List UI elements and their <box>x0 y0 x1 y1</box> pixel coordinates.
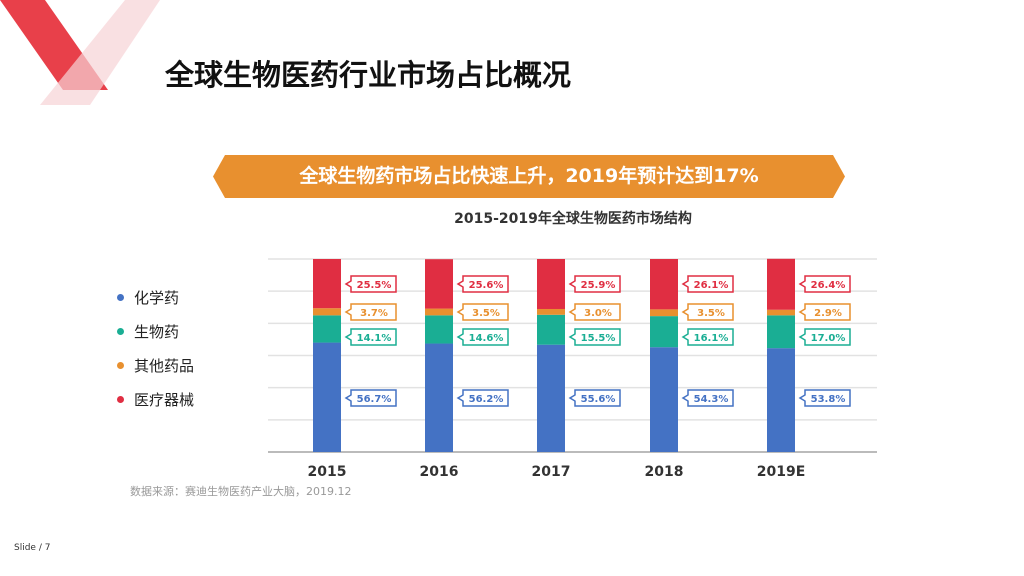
data-label: 3.7% <box>360 308 388 319</box>
x-tick-label: 2019E <box>757 464 806 480</box>
legend-label: 其他药品 <box>134 357 195 375</box>
data-label-box <box>568 389 621 407</box>
bar-segment <box>537 344 565 452</box>
data-label: 53.8% <box>811 394 846 405</box>
data-label-box <box>456 275 509 293</box>
legend-label: 生物药 <box>134 323 180 341</box>
data-label-box <box>344 275 397 293</box>
data-label-box <box>456 328 509 346</box>
bar-segment <box>650 347 678 452</box>
data-label: 14.1% <box>357 333 392 344</box>
x-tick-label: 2017 <box>532 464 571 480</box>
bar-segment <box>313 315 341 343</box>
data-label: 26.4% <box>811 280 846 291</box>
x-tick-label: 2015 <box>308 464 347 480</box>
data-label: 14.6% <box>469 333 504 344</box>
data-label: 2.9% <box>814 308 842 319</box>
decor-x-shape <box>0 0 160 105</box>
chart-title: 2015-2019年全球生物医药市场结构 <box>454 211 692 227</box>
legend-item: 化学药 <box>117 287 179 308</box>
data-label: 17.0% <box>811 333 846 344</box>
source-note: 数据来源：赛迪生物医药产业大脑，2019.12 <box>130 485 352 498</box>
data-label-box <box>798 275 851 293</box>
data-label: 15.5% <box>581 333 616 344</box>
legend-item: 其他药品 <box>117 355 194 376</box>
data-label: 3.5% <box>697 308 725 319</box>
bar-segment <box>650 259 678 310</box>
page-title: 全球生物医药行业市场占比概况 <box>165 58 572 92</box>
legend-dot <box>117 362 124 369</box>
data-label: 16.1% <box>694 333 729 344</box>
data-label: 26.1% <box>694 280 729 291</box>
bar-segment <box>537 259 565 309</box>
data-label-box <box>456 389 509 407</box>
bar-segment <box>767 309 795 316</box>
data-label: 56.2% <box>469 394 504 405</box>
legend-item: 生物药 <box>117 321 179 342</box>
data-label-box <box>798 389 851 407</box>
data-label: 25.9% <box>581 280 616 291</box>
bar-segment <box>767 348 795 452</box>
data-label-box <box>681 389 734 407</box>
data-label-box <box>681 328 734 346</box>
data-label: 56.7% <box>357 394 392 405</box>
slide-number: Slide / 7 <box>14 543 51 553</box>
bar-segment <box>537 314 565 345</box>
headline-banner: 全球生物药市场占比快速上升，2019年预计达到17% <box>213 155 845 198</box>
data-label: 3.5% <box>472 308 500 319</box>
bar-segment <box>313 259 341 309</box>
legend-label: 医疗器械 <box>134 391 195 409</box>
data-label-box <box>344 389 397 407</box>
data-label-box <box>798 328 851 346</box>
bar-segment <box>767 258 795 310</box>
bar-segment <box>650 309 678 317</box>
data-label-box <box>344 303 397 321</box>
data-label-box <box>456 303 509 321</box>
data-label-box <box>798 303 851 321</box>
bar-segment <box>313 308 341 316</box>
legend-dot <box>117 328 124 335</box>
bar-segment <box>425 308 453 316</box>
x-tick-label: 2016 <box>420 464 459 480</box>
legend-dot <box>117 294 124 301</box>
data-label-box <box>681 275 734 293</box>
data-label-box <box>568 303 621 321</box>
data-label: 25.6% <box>469 280 504 291</box>
x-tick-label: 2018 <box>645 464 684 480</box>
data-label: 55.6% <box>581 394 616 405</box>
data-label-box <box>681 303 734 321</box>
bar-segment <box>313 342 341 452</box>
legend-item: 医疗器械 <box>117 389 194 410</box>
legend-label: 化学药 <box>134 289 180 307</box>
legend-dot <box>117 396 124 403</box>
data-label-box <box>568 275 621 293</box>
bar-segment <box>767 315 795 349</box>
data-label: 54.3% <box>694 394 729 405</box>
bar-segment <box>537 308 565 315</box>
data-label-box <box>344 328 397 346</box>
data-label: 3.0% <box>584 308 612 319</box>
bar-segment <box>650 316 678 348</box>
bar-segment <box>425 259 453 309</box>
data-label-box <box>568 328 621 346</box>
data-label: 25.5% <box>357 280 392 291</box>
bar-segment <box>425 343 453 452</box>
bar-segment <box>425 315 453 344</box>
